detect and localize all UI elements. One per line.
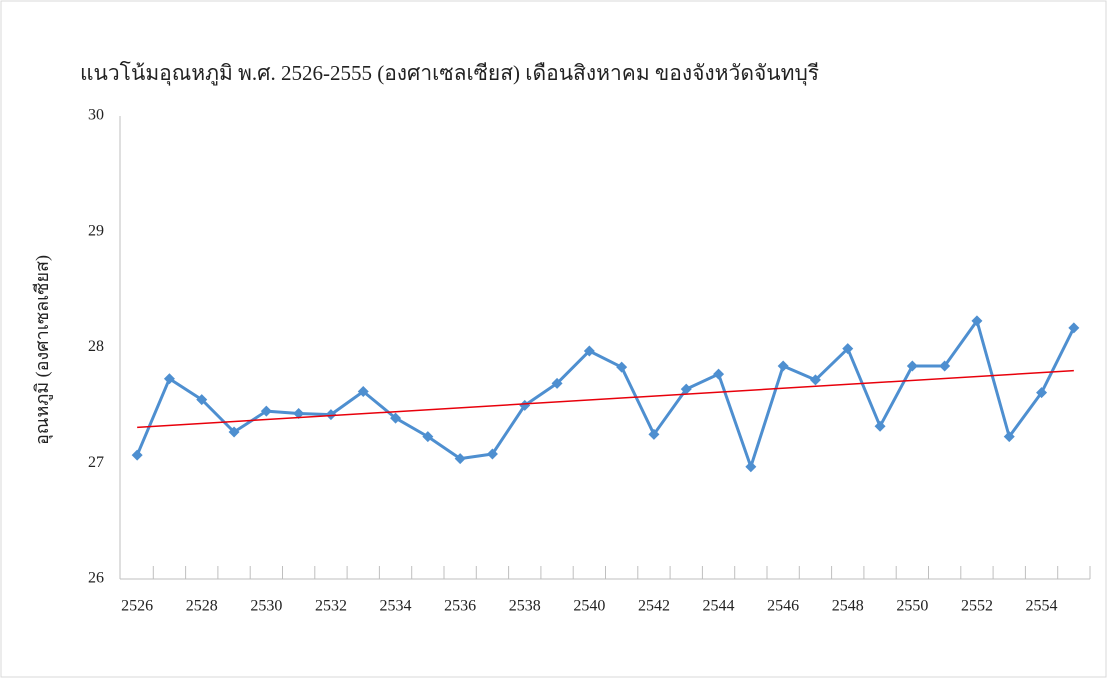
trend-line [137,369,1074,429]
y-axis-label: อุณหภูมิ (องศาเซลเซียส) [32,255,53,445]
y-tick-label: 30 [88,107,104,124]
data-point [939,360,951,372]
data-point [357,385,369,397]
y-tick-label: 29 [88,222,104,239]
y-tick-label: 26 [88,570,104,587]
data-point [680,383,692,395]
x-tick-label: 2550 [896,598,928,615]
data-point [163,373,175,385]
y-tick-label: 27 [88,454,104,471]
data-point [583,345,595,357]
data-point [648,428,660,440]
x-tick-label: 2526 [121,598,153,615]
data-point [486,448,498,460]
data-point [616,361,628,373]
data-point [131,449,143,461]
x-tick-label: 2544 [703,598,735,615]
data-point [842,343,854,355]
data-point [809,374,821,386]
data-point [519,399,531,411]
x-tick-label: 2534 [380,598,412,615]
x-tick-label: 2546 [767,598,799,615]
data-point [1068,322,1080,334]
data-point [293,407,305,419]
data-point [196,394,208,406]
chart-title: แนวโน้มอุณหภูมิ พ.ศ. 2526-2555 (องศาเซลเ… [80,61,819,86]
x-tick-label: 2548 [832,598,864,615]
x-tick-label: 2552 [961,598,993,615]
y-tick-label: 28 [88,338,104,355]
x-tick-label: 2536 [444,598,476,615]
data-point [1003,431,1015,443]
data-point [228,426,240,438]
data-point [390,412,402,424]
data-point [325,409,337,421]
data-point [906,360,918,372]
data-point [777,360,789,372]
x-tick-label: 2554 [1026,598,1058,615]
x-tick-label: 2530 [250,598,282,615]
data-point [422,431,434,443]
x-tick-label: 2528 [186,598,218,615]
data-point [971,315,983,327]
data-point [454,453,466,465]
x-tick-label: 2542 [638,598,670,615]
data-point [1036,387,1048,399]
data-point [745,461,757,473]
data-point [260,405,272,417]
data-point [874,420,886,432]
data-point [713,368,725,380]
data-point [551,377,563,389]
x-tick-label: 2538 [509,598,541,615]
x-tick-label: 2532 [315,598,347,615]
x-tick-label: 2540 [573,598,605,615]
